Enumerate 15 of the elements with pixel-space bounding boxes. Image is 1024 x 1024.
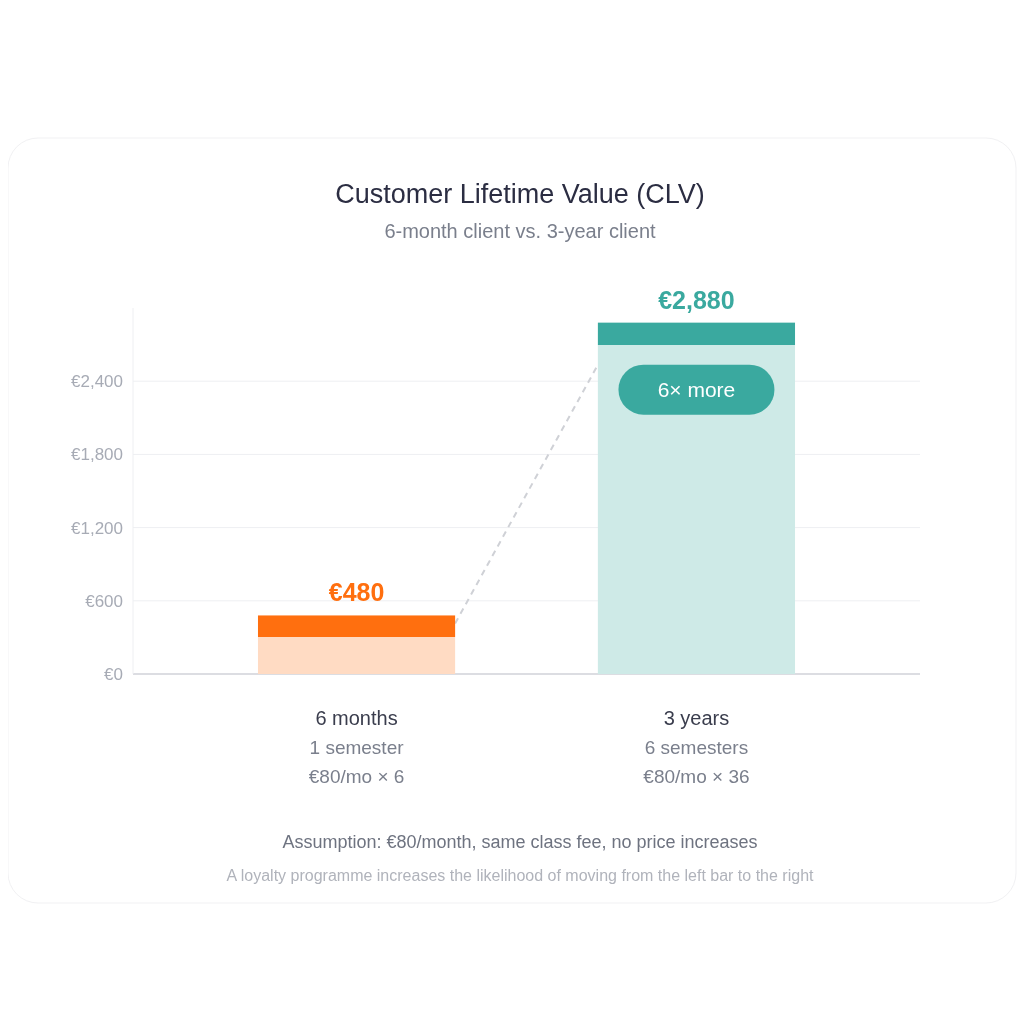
text: Assumption: €80/month, same class fee, no price increases xyxy=(282,832,758,852)
chart-title: Customer Lifetime Value (CLV) xyxy=(335,179,705,209)
x-tick-label: 6 months 1 semester €80/mo × 6 xyxy=(308,707,405,787)
x-tick-label: 3 years 6 semesters €80/mo × 36 xyxy=(643,707,750,787)
y-tick-label: €1,800 xyxy=(71,445,123,465)
y-tick-label: €1,200 xyxy=(71,518,123,538)
y-tick-label: €2,400 xyxy=(71,372,123,392)
y-tick-label: €0 xyxy=(104,665,123,684)
annotation: 6× more xyxy=(657,377,736,401)
y-tick-label: €600 xyxy=(85,591,123,611)
data-label: €2,880 xyxy=(658,285,735,314)
chart-subtitle: 6-month client vs. 3-year client xyxy=(384,220,657,242)
data-label: €480 xyxy=(328,578,385,607)
callout-pill: 6× more xyxy=(618,364,775,415)
text: A loyalty programme increases the likelihood of moving from the left bar to the right xyxy=(226,867,815,884)
